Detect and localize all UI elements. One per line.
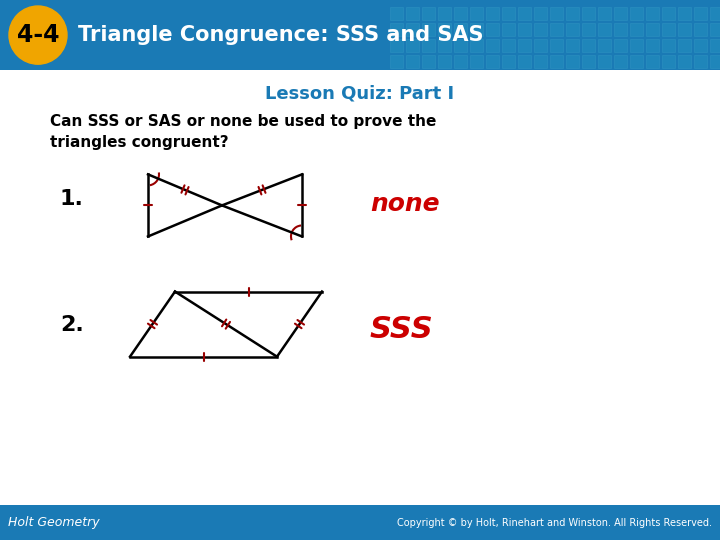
Bar: [486, 7, 499, 20]
Bar: [454, 23, 467, 36]
Bar: [566, 23, 579, 36]
Bar: [422, 23, 435, 36]
Bar: [662, 39, 675, 52]
Text: SSS: SSS: [370, 315, 433, 344]
Bar: [694, 39, 707, 52]
Bar: [646, 23, 659, 36]
Bar: [502, 23, 515, 36]
Bar: [582, 7, 595, 20]
Bar: [406, 7, 419, 20]
Bar: [630, 7, 643, 20]
Bar: [486, 39, 499, 52]
Bar: [390, 55, 403, 68]
Bar: [646, 39, 659, 52]
Bar: [454, 7, 467, 20]
Bar: [598, 39, 611, 52]
Bar: [550, 23, 563, 36]
Bar: [678, 23, 691, 36]
Bar: [598, 23, 611, 36]
Text: Can SSS or SAS or none be used to prove the
triangles congruent?: Can SSS or SAS or none be used to prove …: [50, 114, 436, 150]
Bar: [630, 39, 643, 52]
Bar: [550, 39, 563, 52]
Bar: [534, 39, 547, 52]
Bar: [598, 55, 611, 68]
Text: Lesson Quiz: Part I: Lesson Quiz: Part I: [266, 84, 454, 102]
Bar: [630, 23, 643, 36]
Bar: [438, 39, 451, 52]
Bar: [630, 55, 643, 68]
Bar: [502, 55, 515, 68]
Bar: [582, 55, 595, 68]
Bar: [534, 7, 547, 20]
Bar: [438, 23, 451, 36]
Bar: [486, 23, 499, 36]
Bar: [678, 7, 691, 20]
Bar: [550, 55, 563, 68]
Bar: [518, 39, 531, 52]
Bar: [646, 55, 659, 68]
Bar: [406, 39, 419, 52]
Bar: [502, 7, 515, 20]
Text: Triangle Congruence: SSS and SAS: Triangle Congruence: SSS and SAS: [78, 25, 484, 45]
Bar: [614, 39, 627, 52]
Bar: [470, 23, 483, 36]
Bar: [390, 7, 403, 20]
Text: 4-4: 4-4: [17, 23, 59, 47]
Bar: [694, 55, 707, 68]
Bar: [566, 7, 579, 20]
Bar: [550, 7, 563, 20]
Bar: [678, 55, 691, 68]
Bar: [710, 55, 720, 68]
Ellipse shape: [9, 6, 67, 64]
Bar: [566, 55, 579, 68]
Bar: [710, 23, 720, 36]
Bar: [390, 23, 403, 36]
Bar: [518, 23, 531, 36]
Bar: [422, 55, 435, 68]
Bar: [614, 55, 627, 68]
Text: none: none: [370, 192, 440, 217]
Bar: [582, 23, 595, 36]
Bar: [694, 7, 707, 20]
Text: Copyright © by Holt, Rinehart and Winston. All Rights Reserved.: Copyright © by Holt, Rinehart and Winsto…: [397, 518, 712, 528]
Bar: [710, 7, 720, 20]
Bar: [614, 7, 627, 20]
Bar: [662, 23, 675, 36]
Bar: [534, 55, 547, 68]
Bar: [518, 55, 531, 68]
Bar: [422, 7, 435, 20]
Bar: [582, 39, 595, 52]
Text: 2.: 2.: [60, 315, 84, 335]
Bar: [422, 39, 435, 52]
Bar: [470, 7, 483, 20]
Bar: [598, 7, 611, 20]
Bar: [486, 55, 499, 68]
Bar: [662, 7, 675, 20]
Bar: [534, 23, 547, 36]
Bar: [678, 39, 691, 52]
Bar: [438, 55, 451, 68]
Bar: [710, 39, 720, 52]
Text: 1.: 1.: [60, 190, 84, 210]
Bar: [438, 7, 451, 20]
Bar: [470, 55, 483, 68]
Bar: [454, 39, 467, 52]
Text: Holt Geometry: Holt Geometry: [8, 516, 99, 529]
Bar: [614, 23, 627, 36]
Bar: [662, 55, 675, 68]
Bar: [470, 39, 483, 52]
Bar: [646, 7, 659, 20]
Bar: [390, 39, 403, 52]
Bar: [566, 39, 579, 52]
Bar: [694, 23, 707, 36]
Bar: [502, 39, 515, 52]
Bar: [454, 55, 467, 68]
Bar: [406, 55, 419, 68]
Bar: [518, 7, 531, 20]
Bar: [406, 23, 419, 36]
